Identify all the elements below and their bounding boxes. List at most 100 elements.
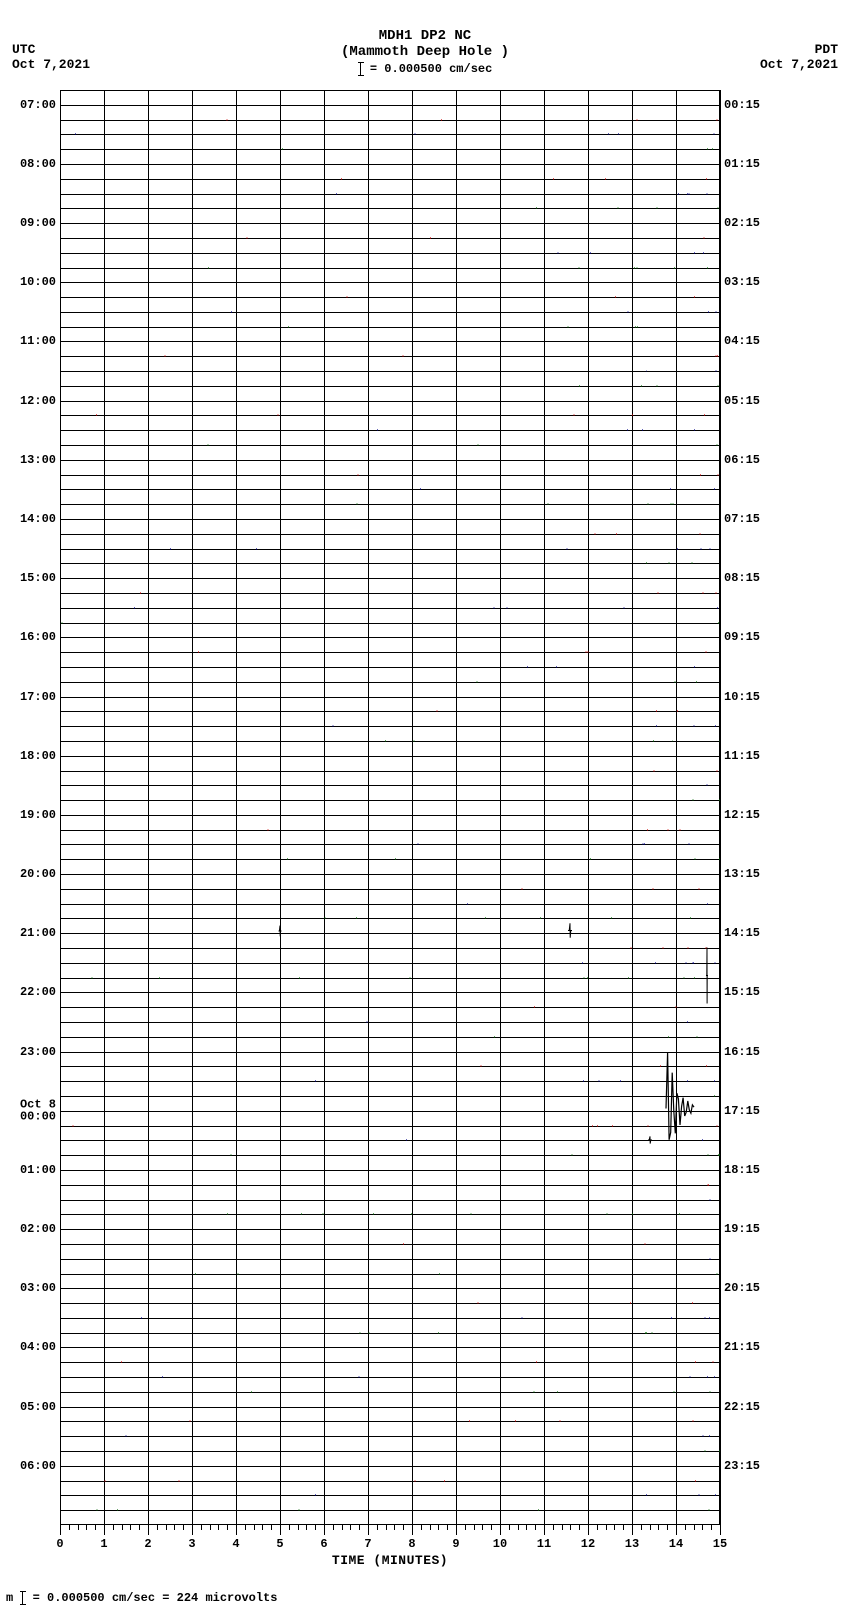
gridline-vertical xyxy=(412,90,413,1525)
trace-noise xyxy=(60,622,720,624)
x-tick-minor xyxy=(579,1525,580,1530)
trace-noise xyxy=(60,1184,720,1186)
pdt-time-label: 23:15 xyxy=(720,1459,760,1473)
trace-line xyxy=(60,1170,720,1171)
trace-noise xyxy=(60,548,720,550)
x-tick-minor xyxy=(421,1525,422,1530)
x-tick-minor xyxy=(333,1525,334,1530)
pdt-time-label: 08:15 xyxy=(720,571,760,585)
x-tick-minor xyxy=(685,1525,686,1530)
x-tick-minor xyxy=(702,1525,703,1530)
x-tick-minor xyxy=(474,1525,475,1530)
x-tick-minor xyxy=(359,1525,360,1530)
trace-line xyxy=(60,401,720,402)
x-axis-title: TIME (MINUTES) xyxy=(60,1553,720,1568)
trace-noise xyxy=(60,1154,720,1156)
utc-date: Oct 7,2021 xyxy=(12,57,90,72)
x-tick xyxy=(544,1525,545,1535)
utc-tz: UTC xyxy=(12,42,90,57)
trace-line xyxy=(60,697,720,698)
x-tick-label: 1 xyxy=(100,1537,107,1551)
x-tick-minor xyxy=(570,1525,571,1530)
trace-line xyxy=(60,460,720,461)
trace-noise xyxy=(60,1494,720,1496)
pdt-time-label: 20:15 xyxy=(720,1281,760,1295)
x-tick-minor xyxy=(174,1525,175,1530)
x-tick-minor xyxy=(298,1525,299,1530)
gridline-vertical xyxy=(104,90,105,1525)
trace-noise xyxy=(60,1317,720,1319)
x-tick-minor xyxy=(130,1525,131,1530)
x-tick-minor xyxy=(122,1525,123,1530)
trace-noise xyxy=(60,533,720,535)
trace-noise xyxy=(60,829,720,831)
trace-noise xyxy=(60,1376,720,1378)
trace-noise xyxy=(60,370,720,372)
x-tick xyxy=(280,1525,281,1535)
x-tick-minor xyxy=(614,1525,615,1530)
trace-noise xyxy=(60,1509,720,1511)
trace-line xyxy=(60,1111,720,1112)
pdt-time-label: 19:15 xyxy=(720,1222,760,1236)
x-tick-minor xyxy=(166,1525,167,1530)
utc-time-label: 03:00 xyxy=(20,1281,60,1295)
seismic-event xyxy=(568,923,572,944)
utc-time-label: 13:00 xyxy=(20,453,60,467)
pdt-time-label: 09:15 xyxy=(720,630,760,644)
utc-time-label: 02:00 xyxy=(20,1222,60,1236)
utc-time-label: 10:00 xyxy=(20,275,60,289)
seismic-event xyxy=(279,924,282,942)
trace-noise xyxy=(60,1139,720,1141)
trace-line xyxy=(60,874,720,875)
pdt-time-label: 14:15 xyxy=(720,926,760,940)
utc-time-label: 12:00 xyxy=(20,394,60,408)
x-tick-minor xyxy=(254,1525,255,1530)
x-tick xyxy=(676,1525,677,1535)
x-tick xyxy=(104,1525,105,1535)
title-block: MDH1 DP2 NC (Mammoth Deep Hole ) = 0.000… xyxy=(0,28,850,77)
x-tick-minor xyxy=(139,1525,140,1530)
gridline-vertical xyxy=(280,90,281,1525)
gridline-vertical xyxy=(60,90,61,1525)
trace-noise xyxy=(60,311,720,313)
x-tick-minor xyxy=(562,1525,563,1530)
footer-text-post: 224 microvolts xyxy=(169,1591,277,1605)
trace-noise xyxy=(60,1036,720,1038)
trace-noise xyxy=(60,710,720,712)
trace-noise xyxy=(60,474,720,476)
trace-noise xyxy=(60,1199,720,1201)
trace-line xyxy=(60,1407,720,1408)
scale-bar-icon xyxy=(22,1591,23,1605)
x-tick-minor xyxy=(113,1525,114,1530)
utc-time-label: 17:00 xyxy=(20,690,60,704)
trace-line xyxy=(60,164,720,165)
trace-noise xyxy=(60,666,720,668)
trace-noise xyxy=(60,903,720,905)
pdt-date: Oct 7,2021 xyxy=(760,57,838,72)
x-tick-minor xyxy=(183,1525,184,1530)
x-tick xyxy=(148,1525,149,1535)
footer-scale: m = 0.000500 cm/sec = 224 microvolts xyxy=(6,1591,277,1605)
seismic-event xyxy=(666,1038,694,1183)
trace-noise xyxy=(60,326,720,328)
trace-noise xyxy=(60,888,720,890)
trace-noise xyxy=(60,252,720,254)
x-tick-label: 11 xyxy=(537,1537,551,1551)
trace-noise xyxy=(60,607,720,609)
trace-noise xyxy=(60,1021,720,1023)
trace-line xyxy=(60,1229,720,1230)
utc-time-label: 06:00 xyxy=(20,1459,60,1473)
utc-time-label: 18:00 xyxy=(20,749,60,763)
seismic-event xyxy=(648,1131,652,1149)
x-tick-label: 5 xyxy=(276,1537,283,1551)
trace-noise xyxy=(60,1080,720,1082)
x-tick-label: 15 xyxy=(713,1537,727,1551)
gridline-vertical xyxy=(632,90,633,1525)
x-tick-minor xyxy=(553,1525,554,1530)
trace-line xyxy=(60,992,720,993)
x-tick xyxy=(236,1525,237,1535)
utc-time-label: 20:00 xyxy=(20,867,60,881)
trace-noise xyxy=(60,133,720,135)
x-tick-minor xyxy=(482,1525,483,1530)
pdt-time-label: 11:15 xyxy=(720,749,760,763)
